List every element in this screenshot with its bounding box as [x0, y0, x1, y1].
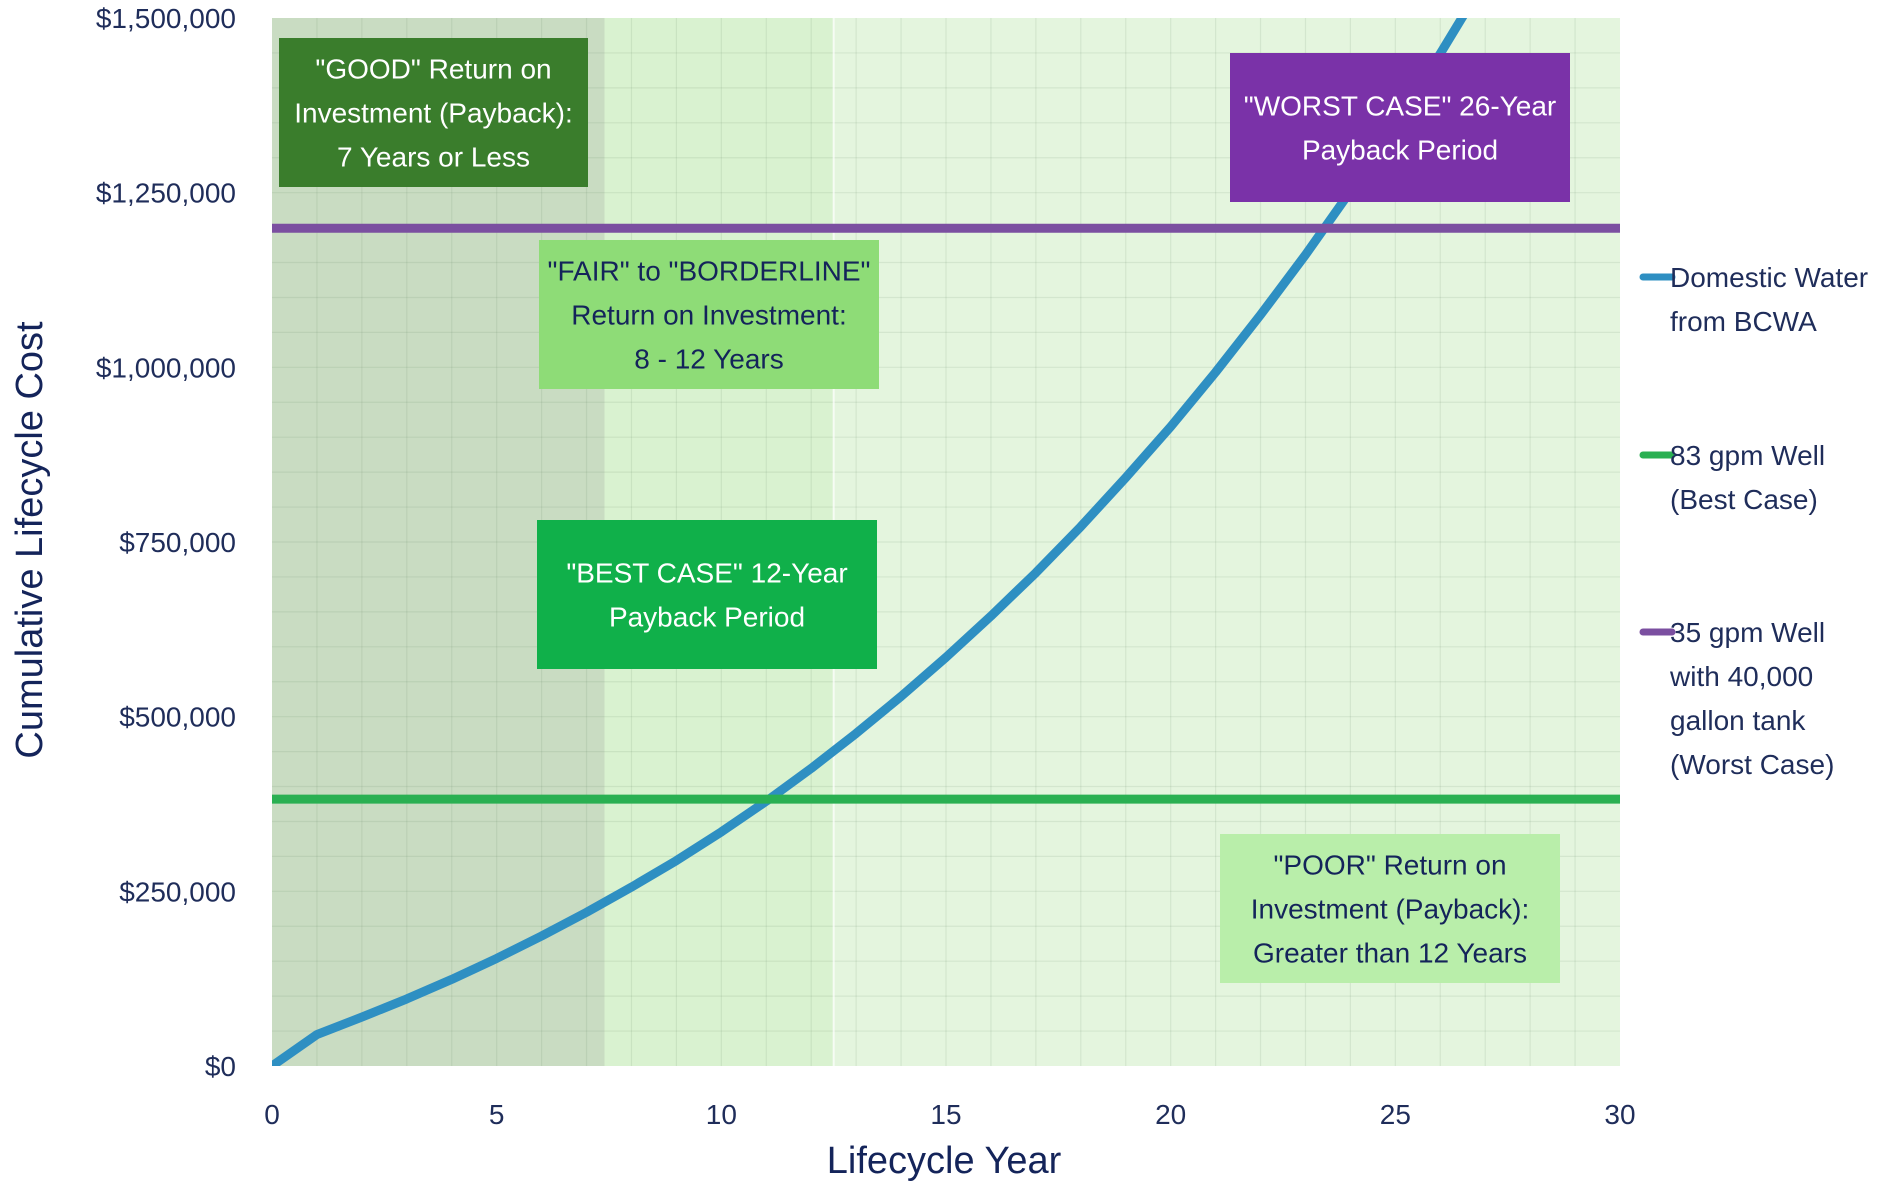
- annotation-text: Greater than 12 Years: [1253, 938, 1527, 969]
- annotation-text: Return on Investment:: [571, 300, 846, 331]
- annotation-text: "WORST CASE" 26-Year: [1244, 91, 1556, 122]
- annotation-box: [279, 38, 588, 187]
- annotation-text: Investment (Payback):: [294, 98, 573, 129]
- annotation-text: "GOOD" Return on: [315, 54, 551, 85]
- x-tick-label: 0: [264, 1099, 280, 1130]
- legend-label: (Best Case): [1670, 484, 1818, 515]
- annotation-text: "POOR" Return on: [1273, 850, 1506, 881]
- y-tick-label: $750,000: [119, 527, 236, 558]
- legend-entry-2: 83 gpm Well (Best Case): [1639, 440, 1825, 515]
- y-axis-title: Cumulative Lifecycle Cost: [9, 321, 51, 759]
- gridlines: [272, 18, 1620, 1066]
- legend-label: from BCWA: [1670, 306, 1817, 337]
- legend-entry-3: 35 gpm Well with 40,000 gallon tank (Worst …: [1639, 617, 1834, 780]
- legend-label: Domestic Water: [1670, 262, 1868, 293]
- axes: 0 5 10 15 20 25 30 $0 $250,000 $500,000 $750,000 $1…: [96, 3, 1636, 1130]
- annotation-text: Investment (Payback):: [1251, 894, 1530, 925]
- y-tick-label: $0: [205, 1051, 236, 1082]
- annotation-text: 7 Years or Less: [337, 142, 530, 173]
- annotation-text: Payback Period: [1302, 135, 1498, 166]
- annotation-worst: "WORST CASE" 26-Year Payback Period: [1230, 53, 1570, 202]
- legend: Domestic Water from BCWA 83 gpm Well (Best …: [1639, 262, 1868, 780]
- legend-label: 35 gpm Well: [1670, 617, 1825, 648]
- annotation-fair: "FAIR" to "BORDERLINE" Return on Investme…: [539, 240, 879, 389]
- annotation-poor: "POOR" Return on Investment (Payback): Gre…: [1220, 834, 1560, 983]
- legend-entry-1: Domestic Water from BCWA: [1639, 262, 1868, 337]
- x-tick-label: 30: [1604, 1099, 1635, 1130]
- legend-label: 83 gpm Well: [1670, 440, 1825, 471]
- legend-label: with 40,000: [1669, 661, 1813, 692]
- annotation-text: Payback Period: [609, 602, 805, 633]
- annotation-box: [537, 520, 877, 669]
- x-tick-label: 15: [930, 1099, 961, 1130]
- annotation-good: "GOOD" Return on Investment (Payback): 7 Y…: [279, 38, 588, 187]
- x-tick-label: 10: [706, 1099, 737, 1130]
- annotation-text: "BEST CASE" 12-Year: [566, 558, 847, 589]
- y-tick-label: $500,000: [119, 702, 236, 733]
- annotation-box: [1230, 53, 1570, 202]
- y-tick-label: $250,000: [119, 876, 236, 907]
- annotation-text: "FAIR" to "BORDERLINE": [548, 256, 871, 287]
- x-axis-title: Lifecycle Year: [827, 1140, 1062, 1182]
- legend-label: (Worst Case): [1670, 749, 1834, 780]
- y-tick-label: $1,250,000: [96, 178, 236, 209]
- x-tick-label: 25: [1380, 1099, 1411, 1130]
- annotation-text: 8 - 12 Years: [634, 344, 783, 375]
- annotation-box: [539, 240, 879, 389]
- x-tick-label: 20: [1155, 1099, 1186, 1130]
- x-tick-label: 5: [489, 1099, 505, 1130]
- legend-label: gallon tank: [1670, 705, 1806, 736]
- annotations: "GOOD" Return on Investment (Payback): 7 Y…: [279, 38, 1570, 983]
- annotation-box: [1220, 834, 1560, 983]
- y-tick-label: $1,000,000: [96, 352, 236, 383]
- y-tick-label: $1,500,000: [96, 3, 236, 34]
- annotation-best: "BEST CASE" 12-Year Payback Period: [537, 520, 877, 669]
